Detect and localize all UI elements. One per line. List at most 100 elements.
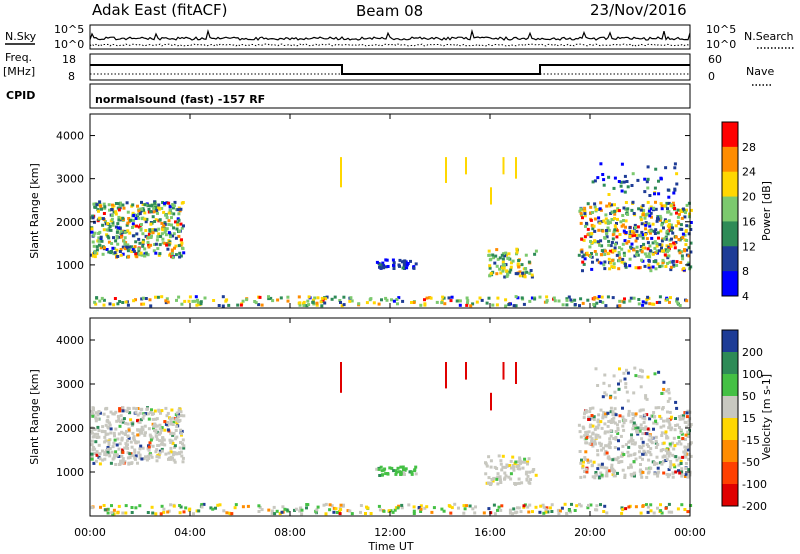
data-cell <box>664 237 668 241</box>
data-cell <box>482 511 486 515</box>
data-cell <box>136 419 139 423</box>
data-cell <box>200 503 204 507</box>
data-cell <box>325 295 329 299</box>
data-cell <box>595 208 598 212</box>
nave-tick-bottom: 0 <box>708 70 715 83</box>
data-cell <box>615 253 619 257</box>
data-cell <box>683 438 687 441</box>
data-cell <box>580 213 583 217</box>
data-streak <box>502 362 505 380</box>
data-cell <box>605 470 609 474</box>
data-cell <box>611 210 615 214</box>
data-cell <box>157 227 161 231</box>
data-cell <box>90 216 93 220</box>
data-cell <box>305 304 309 308</box>
data-cell <box>241 299 245 303</box>
data-cell <box>135 255 139 259</box>
data-cell <box>162 510 166 514</box>
data-cell <box>182 444 186 448</box>
data-cell <box>653 461 657 465</box>
data-cell <box>652 260 656 263</box>
data-cell <box>159 235 163 238</box>
data-cell <box>618 299 622 303</box>
data-cell <box>124 511 128 515</box>
data-cell <box>658 243 662 247</box>
data-cell <box>338 299 342 302</box>
data-cell <box>660 511 664 515</box>
data-cell <box>593 202 597 206</box>
data-cell <box>686 475 690 479</box>
data-cell <box>634 239 638 243</box>
data-cell <box>505 270 509 273</box>
data-cell <box>520 481 524 485</box>
colorbar-segment <box>722 374 738 397</box>
data-cell <box>542 505 546 509</box>
data-cell <box>628 439 632 443</box>
data-cell <box>175 421 179 425</box>
data-cell <box>621 257 625 261</box>
data-cell <box>117 419 121 423</box>
data-cell <box>169 503 173 507</box>
data-cell <box>675 172 679 176</box>
data-cell <box>509 466 513 470</box>
data-cell <box>573 509 577 512</box>
data-cell <box>324 502 328 506</box>
data-cell <box>182 224 185 228</box>
data-cell <box>493 465 497 469</box>
data-cell <box>146 236 150 240</box>
data-cell <box>607 228 611 232</box>
data-cell <box>498 267 502 271</box>
data-cell <box>458 299 462 303</box>
data-cell <box>179 222 183 226</box>
data-cell <box>175 435 179 439</box>
data-cell <box>603 504 607 508</box>
data-cell <box>429 296 433 300</box>
data-cell <box>200 505 204 509</box>
data-cell <box>579 435 583 439</box>
data-cell <box>641 300 645 304</box>
data-cell <box>95 436 99 439</box>
data-cell <box>107 203 111 207</box>
data-cell <box>641 504 645 508</box>
data-cell <box>163 222 167 226</box>
data-cell <box>487 296 491 300</box>
data-cell <box>157 232 161 236</box>
data-cell <box>140 200 143 204</box>
data-cell <box>239 303 243 307</box>
data-cell <box>409 259 412 263</box>
data-cell <box>155 437 159 441</box>
data-cell <box>127 255 130 259</box>
data-cell <box>583 470 586 473</box>
data-cell <box>608 437 612 441</box>
data-cell <box>95 453 99 457</box>
data-cell <box>660 434 664 437</box>
colorbar-tick-label: 12 <box>742 240 756 253</box>
data-cell <box>661 261 665 265</box>
data-cell <box>590 241 594 245</box>
noise-series <box>89 28 691 47</box>
data-cell <box>654 260 658 264</box>
data-cell <box>182 510 186 514</box>
data-cell <box>155 455 159 459</box>
data-cell <box>658 265 662 269</box>
data-cell <box>123 236 127 240</box>
data-cell <box>620 189 624 193</box>
data-cell <box>612 471 616 474</box>
data-cell <box>657 179 660 183</box>
data-cell <box>138 456 142 460</box>
data-cell <box>114 202 118 205</box>
data-cell <box>604 217 608 221</box>
data-cell <box>645 413 649 417</box>
data-cell <box>384 296 388 300</box>
data-cell <box>577 253 581 257</box>
data-cell <box>642 449 646 453</box>
data-cell <box>102 202 106 206</box>
data-cell <box>658 214 662 218</box>
data-cell <box>319 300 323 304</box>
data-cell <box>677 435 681 439</box>
data-cell <box>112 441 116 445</box>
data-cell <box>95 450 99 454</box>
data-cell <box>512 465 516 469</box>
data-cell <box>173 460 177 464</box>
data-cell <box>521 466 525 470</box>
